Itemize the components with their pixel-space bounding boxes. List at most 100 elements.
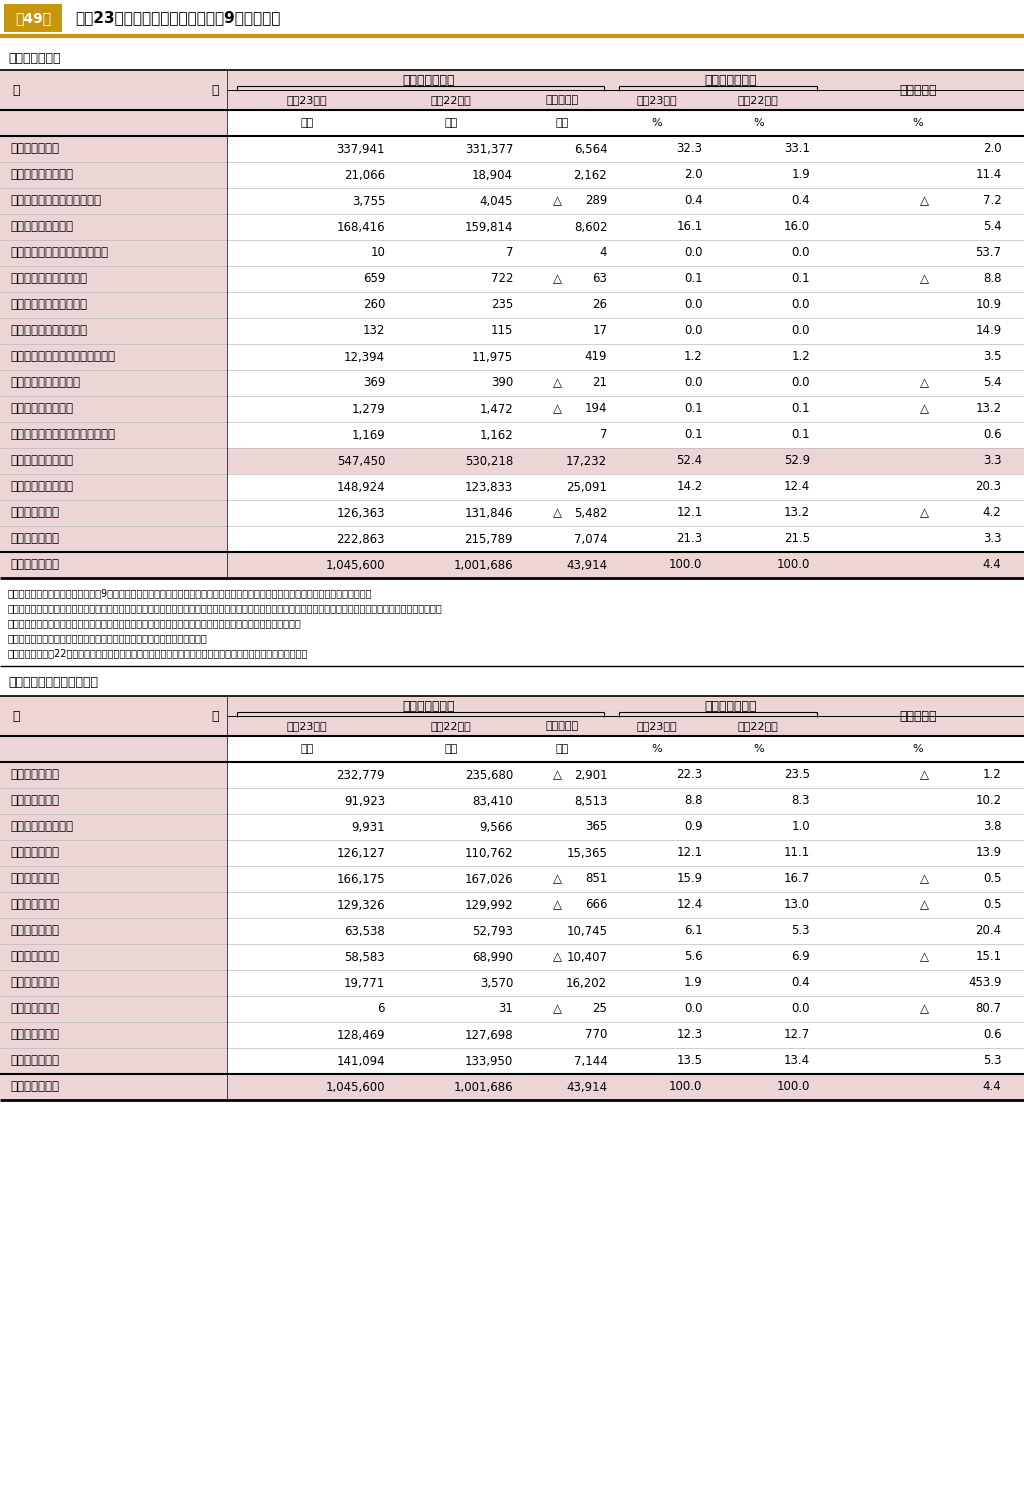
Text: 12.1: 12.1 [676, 507, 702, 519]
Text: 0.1: 0.1 [684, 429, 702, 441]
Text: 20.3: 20.3 [976, 480, 1001, 494]
Text: 平成22年度: 平成22年度 [431, 95, 471, 105]
Text: 4.2: 4.2 [983, 507, 1001, 519]
Text: 3.3: 3.3 [983, 533, 1001, 545]
Text: 12.7: 12.7 [783, 1028, 810, 1041]
FancyBboxPatch shape [227, 1022, 1024, 1047]
Text: 83,410: 83,410 [472, 795, 513, 808]
Text: 129,326: 129,326 [337, 898, 385, 912]
Text: 7.2: 7.2 [983, 194, 1001, 208]
Text: 平成22年度: 平成22年度 [431, 721, 471, 731]
Text: △: △ [920, 402, 929, 415]
FancyBboxPatch shape [0, 239, 227, 266]
Text: 222,863: 222,863 [337, 533, 385, 545]
FancyBboxPatch shape [0, 266, 227, 292]
Text: ゴルフ場利用税交付金: ゴルフ場利用税交付金 [10, 376, 80, 390]
Text: ２　「地方税」のうちの地方消費税は、都道府県間の清算を行った後の額である。したがって、地方消費税清算金は、歳入、歳出いずれにも計上されない。: ２ 「地方税」のうちの地方消費税は、都道府県間の清算を行った後の額である。したが… [8, 604, 442, 613]
Text: 25: 25 [593, 1002, 607, 1016]
FancyBboxPatch shape [0, 421, 227, 448]
Text: 0.0: 0.0 [792, 325, 810, 337]
FancyBboxPatch shape [0, 789, 227, 814]
Text: 260: 260 [362, 298, 385, 312]
Text: 10.2: 10.2 [976, 795, 1001, 808]
FancyBboxPatch shape [227, 421, 1024, 448]
Text: 13.4: 13.4 [784, 1055, 810, 1067]
FancyBboxPatch shape [227, 474, 1024, 500]
Text: 52.9: 52.9 [784, 455, 810, 468]
FancyBboxPatch shape [0, 345, 227, 370]
Text: 10,407: 10,407 [566, 951, 607, 963]
FancyBboxPatch shape [227, 163, 1024, 188]
Text: 100.0: 100.0 [776, 558, 810, 572]
Text: 億円: 億円 [556, 743, 568, 754]
Text: △: △ [920, 769, 929, 781]
Text: 0.1: 0.1 [792, 402, 810, 415]
Text: 123,833: 123,833 [465, 480, 513, 494]
Text: 0.1: 0.1 [684, 272, 702, 286]
FancyBboxPatch shape [227, 292, 1024, 318]
FancyBboxPatch shape [0, 1075, 1024, 1100]
Text: 平成23年度: 平成23年度 [287, 95, 328, 105]
Text: 地　方　譲　与　税: 地 方 譲 与 税 [10, 169, 73, 182]
Text: 億円: 億円 [444, 743, 458, 754]
Text: 増　減　額: 増 減 額 [546, 721, 579, 731]
FancyBboxPatch shape [227, 266, 1024, 292]
Text: 365: 365 [585, 820, 607, 834]
Text: 1,001,686: 1,001,686 [454, 558, 513, 572]
Text: 159,814: 159,814 [465, 221, 513, 233]
FancyBboxPatch shape [227, 971, 1024, 996]
Text: △: △ [920, 1002, 929, 1016]
Text: 失業対策事業費: 失業対策事業費 [10, 1002, 59, 1016]
Text: 148,924: 148,924 [337, 480, 385, 494]
Text: 13.2: 13.2 [976, 402, 1001, 415]
Text: 区: 区 [12, 709, 19, 722]
FancyBboxPatch shape [0, 892, 227, 918]
FancyBboxPatch shape [227, 188, 1024, 214]
Text: △: △ [553, 194, 562, 208]
Text: 自動車取得税交付金: 自動車取得税交付金 [10, 402, 73, 415]
Text: 131,846: 131,846 [465, 507, 513, 519]
Text: その１　歳　入: その１ 歳 入 [8, 51, 60, 65]
Text: 91,923: 91,923 [344, 795, 385, 808]
Text: 22.3: 22.3 [677, 769, 702, 781]
Text: 25,091: 25,091 [566, 480, 607, 494]
Text: 1,472: 1,472 [479, 402, 513, 415]
Text: 659: 659 [362, 272, 385, 286]
Text: △: △ [920, 873, 929, 885]
Text: 8,602: 8,602 [573, 221, 607, 233]
Text: 公　　債　　費: 公 債 費 [10, 1028, 59, 1041]
Text: 115: 115 [490, 325, 513, 337]
Text: 1,169: 1,169 [351, 429, 385, 441]
FancyBboxPatch shape [227, 500, 1024, 527]
Text: 10,745: 10,745 [566, 924, 607, 938]
FancyBboxPatch shape [0, 1022, 227, 1047]
Text: 12,394: 12,394 [344, 351, 385, 364]
Text: 33.1: 33.1 [784, 143, 810, 155]
Text: △: △ [553, 1002, 562, 1016]
Text: 7: 7 [600, 429, 607, 441]
FancyBboxPatch shape [0, 110, 227, 135]
Text: 23.5: 23.5 [784, 769, 810, 781]
Text: 0.9: 0.9 [684, 820, 702, 834]
Text: △: △ [920, 194, 929, 208]
Text: 337,941: 337,941 [337, 143, 385, 155]
FancyBboxPatch shape [0, 695, 1024, 736]
Text: 8.8: 8.8 [684, 795, 702, 808]
Text: 68,990: 68,990 [472, 951, 513, 963]
Text: 127,698: 127,698 [465, 1028, 513, 1041]
Text: 3,570: 3,570 [479, 977, 513, 989]
FancyBboxPatch shape [227, 865, 1024, 892]
FancyBboxPatch shape [0, 996, 227, 1022]
Text: 第49表: 第49表 [15, 11, 51, 26]
FancyBboxPatch shape [0, 736, 1024, 762]
Text: 平成23年度: 平成23年度 [287, 721, 328, 731]
Text: 8.8: 8.8 [983, 272, 1001, 286]
Text: 歳　出　合　計: 歳 出 合 計 [10, 1081, 59, 1094]
Text: 5.3: 5.3 [792, 924, 810, 938]
FancyBboxPatch shape [0, 318, 227, 345]
Text: 12.3: 12.3 [677, 1028, 702, 1041]
Text: 0.1: 0.1 [684, 402, 702, 415]
Text: 区: 区 [12, 83, 19, 96]
FancyBboxPatch shape [0, 135, 227, 163]
FancyBboxPatch shape [227, 214, 1024, 239]
